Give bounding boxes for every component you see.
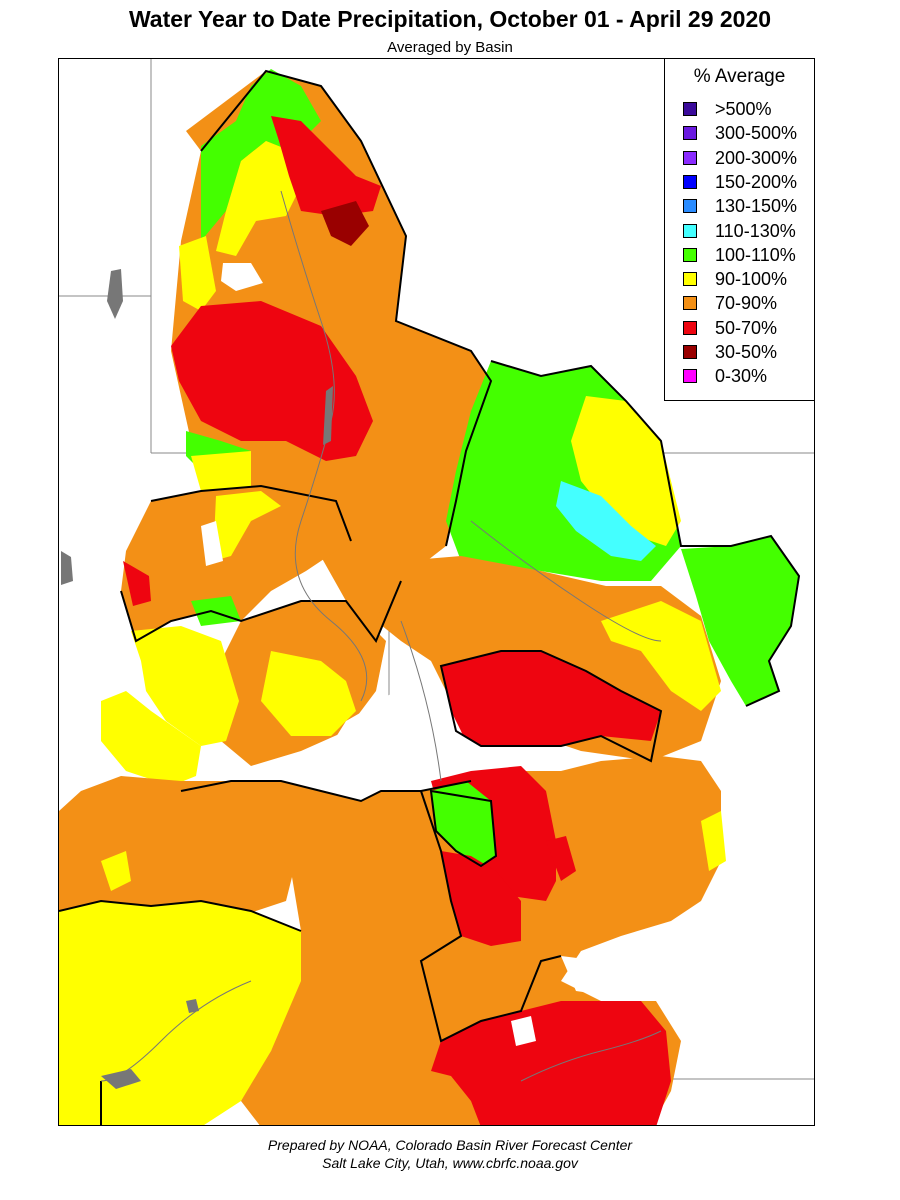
legend-label: 200-300%: [715, 147, 798, 168]
legend-label: 50-70%: [715, 317, 778, 338]
legend-swatch: [683, 345, 697, 359]
legend-swatch: [683, 223, 697, 238]
basin-upper-green-green: [201, 69, 321, 241]
basin-left-yellow-3: [101, 691, 201, 786]
legend-swatch: [683, 247, 697, 262]
basin-west-orange: [121, 486, 351, 641]
basin-upper-darkred: [321, 201, 369, 246]
legend-swatch: [683, 320, 697, 335]
legend-label: >500%: [715, 99, 772, 119]
basin-central-utah-yellow: [261, 651, 356, 736]
basin-left-yellow: [179, 236, 216, 311]
legend-label: 90-100%: [715, 269, 788, 290]
basin-east-yellow: [601, 601, 721, 711]
legend-label: 110-130%: [715, 220, 796, 241]
basin-gunnison-red: [441, 651, 661, 746]
legend-label: 150-200%: [715, 171, 798, 192]
basin-west-yellow-strip: [213, 491, 281, 561]
basin-dolores-green: [431, 781, 496, 866]
basin-west-green-strip: [191, 596, 241, 626]
basin-powell-yellow: [59, 901, 301, 1125]
basin-yampa-cyan: [556, 481, 656, 561]
lakes: [61, 269, 333, 1089]
basin-dolores-red-2: [441, 851, 521, 946]
legend-swatch: [683, 126, 697, 141]
basin-east-red-strip: [546, 836, 576, 881]
basin-white-west: [201, 521, 223, 566]
legend-swatch: [683, 150, 697, 165]
legend-swatch: [683, 296, 697, 311]
basin-map-svg: [59, 59, 814, 1125]
legend-label: 0-30%: [715, 366, 768, 387]
basin-san-juan-red: [431, 1001, 671, 1125]
basin-boundaries: [59, 69, 801, 1125]
basin-central-red: [171, 301, 373, 461]
legend: % Average >500% 300-500% 200-300% 150-200% 1…: [664, 58, 815, 401]
legend-label: 70-90%: [715, 293, 778, 314]
basin-left-yellow-2: [131, 626, 239, 746]
credit-line-2: Salt Lake City, Utah, www.cbrfc.noaa.gov: [322, 1155, 578, 1171]
basin-central-yellow: [191, 451, 251, 491]
legend-swatch: [683, 102, 697, 116]
basin-white-east: [561, 956, 641, 996]
basin-upper-yellow: [216, 141, 301, 256]
basin-yellow-east: [701, 811, 726, 871]
map-title: Water Year to Date Precipitation, Octobe…: [128, 6, 772, 32]
basin-regions: [59, 69, 799, 1125]
map-subtitle: Averaged by Basin: [387, 39, 513, 56]
legend-label: 300-500%: [715, 123, 798, 144]
legend-swatch: [683, 199, 697, 214]
legend-label: 30-50%: [715, 342, 778, 362]
legend-title: % Average: [693, 66, 786, 87]
credit-line-1: Prepared by NOAA, Colorado Basin River F…: [267, 1137, 633, 1153]
legend-swatch: [683, 369, 697, 384]
legend-swatch: [683, 174, 697, 189]
basin-white-south: [511, 1016, 536, 1046]
basin-lower-west-yellow-patch: [101, 851, 131, 891]
basin-white-north: [221, 263, 263, 291]
legend-swatch: [683, 272, 697, 287]
basin-upper-red: [271, 116, 381, 216]
legend-label: 130-150%: [715, 196, 798, 217]
legend-label: 100-110%: [715, 244, 796, 265]
basin-west-red: [123, 561, 151, 606]
basin-white-center: [321, 671, 471, 796]
